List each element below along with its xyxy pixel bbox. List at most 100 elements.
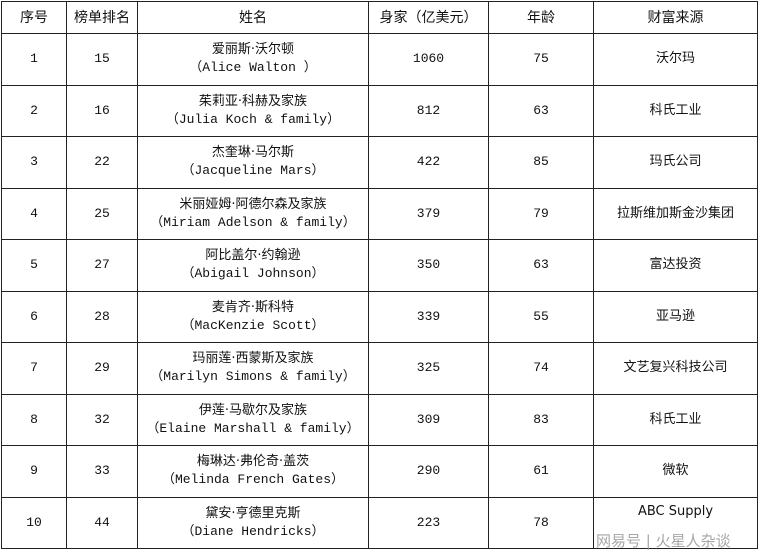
worth-text: 812 — [416, 102, 441, 118]
rank-text: 16 — [94, 102, 110, 118]
worth-text: 422 — [416, 154, 441, 170]
source-text: 文艺复兴科技公司 — [623, 360, 728, 376]
rank-text: 15 — [94, 51, 110, 67]
cell-rank: 27 — [66, 239, 138, 292]
table-row: 6 28 麦肯齐·斯科特 （MacKenzie Scott） 339 55 亚马逊 — [1, 290, 758, 343]
name-cn: 玛丽莲·西蒙斯及家族 — [192, 351, 314, 367]
cell-age: 74 — [488, 342, 594, 395]
cell-index: 1 — [1, 33, 67, 86]
table-row: 5 27 阿比盖尔·约翰逊 （Abigail Johnson） 350 63 富达投资 — [1, 239, 758, 292]
age-text: 79 — [533, 205, 549, 221]
cell-index: 3 — [1, 136, 67, 189]
cell-age: 79 — [488, 187, 594, 240]
rank-text: 33 — [94, 463, 110, 479]
table-row: 8 32 伊莲·马歇尔及家族 （Elaine Marshall & family） 30… — [1, 393, 758, 446]
rank-text: 28 — [94, 308, 110, 324]
table-row: 9 33 梅琳达·弗伦奇·盖茨 （Melinda French Gates） 290 61… — [1, 445, 758, 498]
cell-source: 亚马逊 — [593, 290, 758, 343]
cell-source: 沃尔玛 — [593, 33, 758, 86]
age-text: 83 — [533, 411, 549, 427]
worth-text: 325 — [416, 360, 441, 376]
name-cn: 麦肯齐·斯科特 — [211, 299, 295, 315]
cell-worth: 350 — [368, 239, 489, 292]
cell-worth: 812 — [368, 84, 489, 137]
name-en: （Abigail Johnson） — [181, 266, 325, 282]
cell-age: 78 — [488, 496, 594, 549]
cell-worth: 290 — [368, 445, 489, 498]
source-text: ABC Supply — [637, 503, 714, 519]
name-en: （Alice Walton ） — [189, 60, 317, 76]
cell-rank: 32 — [66, 393, 138, 446]
cell-rank: 29 — [66, 342, 138, 395]
rank-text: 22 — [94, 154, 110, 170]
watermark: 网易号 | 火星人杂谈 — [596, 532, 731, 550]
cell-source: 微软 — [593, 445, 758, 498]
header-index: 序号 — [1, 1, 67, 34]
header-age: 年龄 — [488, 1, 594, 34]
source-text: 亚马逊 — [655, 308, 695, 324]
cell-worth: 379 — [368, 187, 489, 240]
source-text: 富达投资 — [649, 257, 702, 273]
cell-rank: 22 — [66, 136, 138, 189]
cell-name: 爱丽斯·沃尔顿 （Alice Walton ） — [137, 33, 369, 86]
cell-age: 63 — [488, 239, 594, 292]
name-en: （Diane Hendricks） — [181, 523, 325, 539]
header-row: 序号 榜单排名 姓名 身家（亿美元） 年龄 财富来源 — [1, 1, 758, 34]
index-text: 2 — [30, 102, 38, 118]
cell-index: 10 — [1, 496, 67, 549]
cell-name: 伊莲·马歇尔及家族 （Elaine Marshall & family） — [137, 393, 369, 446]
worth-text: 339 — [416, 308, 441, 324]
index-text: 7 — [30, 360, 38, 376]
cell-index: 8 — [1, 393, 67, 446]
age-text: 75 — [533, 51, 549, 67]
name-en: （Elaine Marshall & family） — [146, 420, 360, 436]
table-row: 4 25 米丽娅姆·阿德尔森及家族 （Miriam Adelson & family）… — [1, 187, 758, 240]
age-text: 63 — [533, 257, 549, 273]
rank-text: 32 — [94, 411, 110, 427]
source-text: 科氏工业 — [649, 102, 702, 118]
table-row: 10 44 黛安·亨德里克斯 （Diane Hendricks） 223 78 ABC Su… — [1, 496, 758, 549]
cell-name: 茱莉亚·科赫及家族 （Julia Koch & family） — [137, 84, 369, 137]
name-cn: 阿比盖尔·约翰逊 — [205, 248, 301, 264]
worth-text: 379 — [416, 205, 441, 221]
cell-name: 阿比盖尔·约翰逊 （Abigail Johnson） — [137, 239, 369, 292]
index-text: 3 — [30, 154, 38, 170]
name-cn: 梅琳达·弗伦奇·盖茨 — [196, 454, 310, 470]
worth-text: 290 — [416, 463, 441, 479]
header-name: 姓名 — [137, 1, 369, 34]
cell-index: 6 — [1, 290, 67, 343]
source-text: 拉斯维加斯金沙集团 — [616, 205, 734, 221]
age-text: 74 — [533, 360, 549, 376]
cell-age: 85 — [488, 136, 594, 189]
cell-rank: 16 — [66, 84, 138, 137]
age-text: 55 — [533, 308, 549, 324]
cell-age: 61 — [488, 445, 594, 498]
name-cn: 爱丽斯·沃尔顿 — [211, 42, 295, 58]
cell-rank: 33 — [66, 445, 138, 498]
cell-worth: 422 — [368, 136, 489, 189]
rank-text: 44 — [94, 514, 110, 530]
source-text: 微软 — [662, 463, 689, 479]
age-text: 61 — [533, 463, 549, 479]
name-en: （Melinda French Gates） — [161, 472, 345, 488]
cell-index: 7 — [1, 342, 67, 395]
cell-rank: 28 — [66, 290, 138, 343]
index-text: 8 — [30, 411, 38, 427]
cell-name: 玛丽莲·西蒙斯及家族 （Marilyn Simons & family） — [137, 342, 369, 395]
cell-age: 55 — [488, 290, 594, 343]
name-cn: 茱莉亚·科赫及家族 — [198, 93, 308, 109]
table-row: 3 22 杰奎琳·马尔斯 （Jacqueline Mars） 422 85 玛氏公司 — [1, 136, 758, 189]
cell-age: 83 — [488, 393, 594, 446]
table-row: 2 16 茱莉亚·科赫及家族 （Julia Koch & family） 812 63 科氏… — [1, 84, 758, 137]
index-text: 6 — [30, 308, 38, 324]
cell-worth: 1060 — [368, 33, 489, 86]
rank-text: 25 — [94, 205, 110, 221]
age-text: 85 — [533, 154, 549, 170]
cell-source: 富达投资 — [593, 239, 758, 292]
cell-index: 5 — [1, 239, 67, 292]
header-rank: 榜单排名 — [66, 1, 138, 34]
rank-text: 27 — [94, 257, 110, 273]
age-text: 63 — [533, 102, 549, 118]
cell-age: 75 — [488, 33, 594, 86]
